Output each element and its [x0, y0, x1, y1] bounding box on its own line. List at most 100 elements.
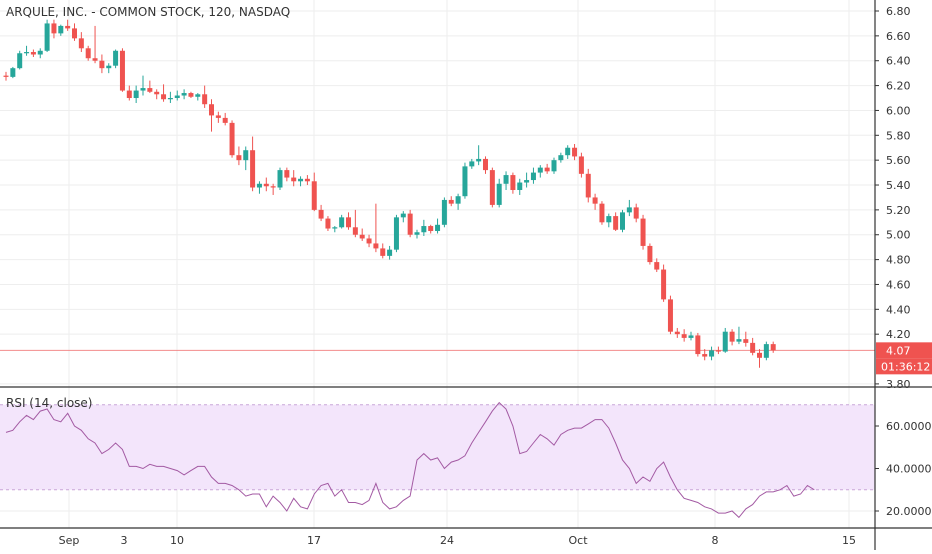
- candle-body: [167, 98, 173, 100]
- time-axis[interactable]: Sep 3 10 17 24 Oct 8 15: [0, 527, 932, 547]
- candle-body: [667, 299, 673, 332]
- candle-body: [65, 25, 71, 29]
- candle: [476, 145, 482, 166]
- candle-body: [455, 196, 461, 204]
- candle: [572, 144, 578, 161]
- candle: [78, 32, 84, 53]
- candle-body: [572, 147, 578, 157]
- candle: [222, 112, 228, 126]
- candle: [695, 332, 701, 357]
- time-axis-label: 17: [307, 534, 321, 547]
- candle-body: [92, 58, 98, 61]
- candle-body: [304, 178, 310, 182]
- candle-body: [284, 170, 290, 178]
- candle: [620, 209, 625, 233]
- candle-body: [270, 186, 276, 188]
- candle: [161, 84, 167, 102]
- candle-body: [620, 212, 625, 230]
- candle: [195, 93, 201, 101]
- candle: [174, 90, 180, 101]
- candle-body: [715, 350, 721, 352]
- candle-body: [373, 243, 379, 249]
- candle-body: [435, 224, 441, 232]
- candle-body: [202, 94, 208, 105]
- candle: [99, 54, 105, 74]
- candle-body: [263, 183, 269, 187]
- candle-body: [537, 167, 543, 173]
- candle: [736, 326, 742, 345]
- candle-body: [709, 350, 715, 357]
- candle: [709, 346, 715, 361]
- candle-body: [428, 226, 434, 232]
- candle: [688, 331, 694, 341]
- candle-body: [380, 248, 386, 256]
- candle-body: [757, 352, 762, 358]
- candle: [250, 136, 256, 192]
- candle-body: [558, 155, 564, 161]
- candle-body: [729, 331, 735, 342]
- candle: [667, 295, 673, 335]
- candle-body: [695, 335, 701, 355]
- candle-body: [85, 48, 91, 59]
- candle: [202, 85, 208, 108]
- candle-body: [503, 175, 509, 184]
- candle: [65, 19, 71, 31]
- candle: [489, 167, 495, 208]
- candle-body: [613, 216, 619, 230]
- candle: [524, 172, 530, 188]
- candle-body: [236, 155, 242, 161]
- price-axis-label: 5.80: [886, 129, 911, 142]
- candle-body: [243, 150, 249, 161]
- candle: [277, 167, 283, 190]
- candle: [483, 156, 488, 174]
- candle-body: [256, 183, 262, 188]
- candle: [154, 89, 160, 100]
- price-axis-label: 4.40: [886, 303, 911, 316]
- candle: [770, 341, 776, 353]
- candle-body: [510, 175, 516, 190]
- time-axis-label: 24: [440, 534, 454, 547]
- candle-body: [770, 344, 776, 351]
- candle: [140, 75, 146, 96]
- candle-body: [407, 213, 413, 235]
- price-axis-label: 4.80: [886, 254, 911, 267]
- rsi-axis-label: 60.0000: [886, 420, 932, 433]
- candle: [674, 327, 680, 338]
- price-axis-label: 6.00: [886, 104, 911, 117]
- price-axis[interactable]: 6.80 6.60 6.40 6.20 6.00 5.80 5.60 5.40 5.20 5.00…: [875, 5, 911, 391]
- price-axis-label: 3.80: [886, 378, 911, 391]
- candle-body: [626, 207, 632, 213]
- candle: [393, 214, 399, 253]
- candle-body: [311, 181, 317, 210]
- price-axis-label: 6.60: [886, 30, 911, 43]
- candle-body: [393, 217, 399, 250]
- candle: [58, 24, 64, 36]
- candle: [469, 158, 475, 169]
- rsi-line: [5, 401, 815, 519]
- candle: [10, 66, 16, 79]
- candle: [366, 234, 372, 248]
- candle-body: [750, 342, 756, 353]
- candle: [380, 243, 386, 259]
- candle-body: [489, 170, 495, 205]
- candle-body: [352, 227, 358, 235]
- candle-body: [599, 203, 605, 223]
- candle: [181, 89, 187, 100]
- candle-body: [229, 122, 235, 156]
- candle-body: [277, 170, 283, 188]
- rsi-axis[interactable]: 60.0000 40.0000 20.0000: [875, 420, 932, 518]
- candle: [236, 146, 242, 166]
- candle: [284, 167, 290, 182]
- candle-body: [140, 88, 146, 91]
- candle-body: [476, 158, 482, 162]
- candle-body: [578, 156, 584, 174]
- candle-body: [681, 334, 687, 338]
- candle-body: [99, 60, 105, 69]
- candle-body: [133, 90, 139, 99]
- candle-body: [291, 177, 297, 182]
- candle: [359, 228, 365, 241]
- candle-body: [544, 167, 550, 172]
- candle: [346, 212, 351, 230]
